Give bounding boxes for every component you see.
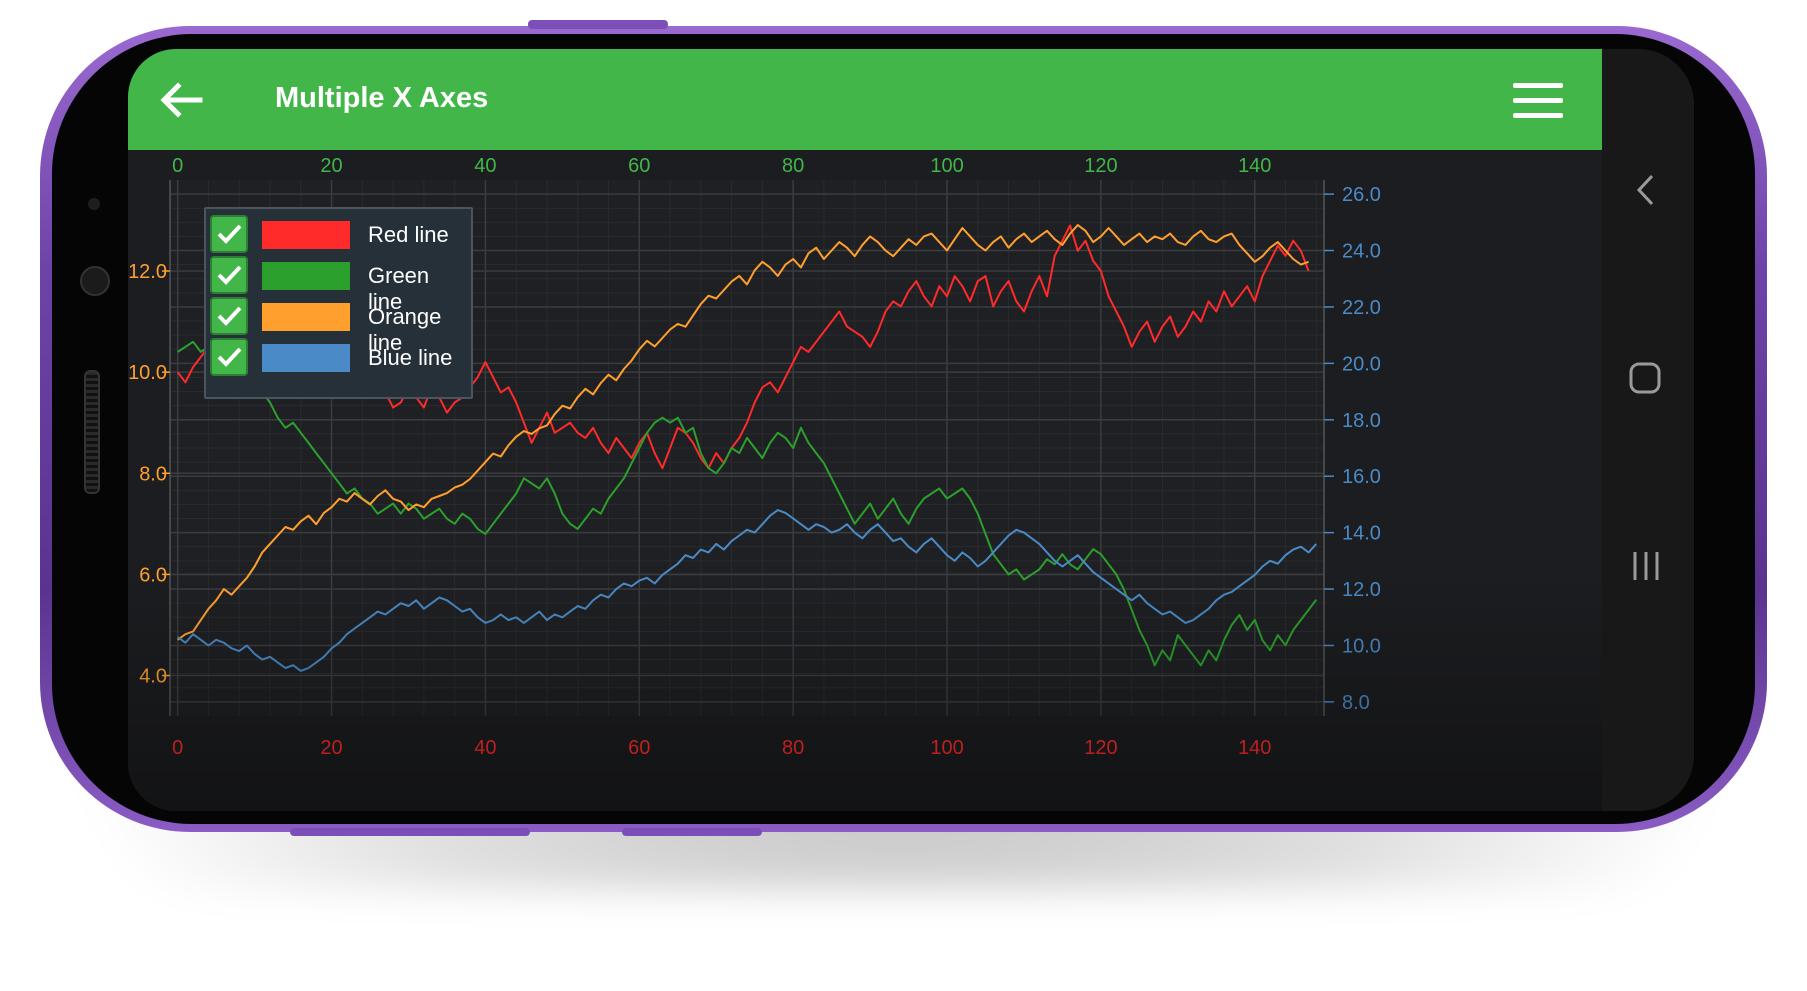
phone-volume-button — [290, 828, 530, 836]
y-right-tick-label: 22.0 — [1342, 297, 1381, 319]
y-right-tick-label: 24.0 — [1342, 241, 1381, 263]
app-bar: Multiple X Axes — [128, 49, 1602, 150]
legend-item[interactable]: Orange line — [210, 295, 465, 355]
legend-swatch — [262, 221, 350, 249]
recent-apps-icon[interactable] — [1630, 549, 1662, 583]
y-right-tick-label: 20.0 — [1342, 353, 1381, 375]
proximity-sensor — [88, 198, 100, 210]
legend-swatch — [262, 262, 350, 290]
x-top-tick-label: 60 — [628, 155, 650, 177]
x-top-tick-label: 100 — [930, 155, 963, 177]
legend-label: Blue line — [368, 345, 453, 370]
y-right-tick-label: 26.0 — [1342, 184, 1381, 206]
checkbox-checked-icon[interactable] — [210, 256, 248, 294]
x-top-tick-label: 120 — [1084, 155, 1117, 177]
checkbox-checked-icon[interactable] — [210, 338, 248, 376]
legend-label: Orange line — [368, 304, 442, 355]
checkbox-checked-icon[interactable] — [210, 215, 248, 253]
chart-legend: Red line Green line Orange line Blue line — [204, 207, 473, 399]
phone-power-button — [622, 828, 762, 836]
y-left-tick-label: 12.0 — [128, 261, 167, 283]
legend-swatch — [262, 303, 350, 331]
page-title: Multiple X Axes — [275, 82, 489, 114]
screen-edge-shade — [128, 570, 1602, 811]
x-top-tick-label: 20 — [320, 155, 342, 177]
hamburger-menu-icon[interactable] — [1510, 81, 1566, 121]
multiple-x-axes-chart[interactable]: 0204060801001201400204060801001201404.06… — [128, 150, 1602, 811]
y-left-tick-label: 8.0 — [139, 463, 167, 485]
y-right-tick-label: 18.0 — [1342, 410, 1381, 432]
y-left-tick-label: 10.0 — [128, 362, 167, 384]
legend-item[interactable]: Blue line — [210, 336, 465, 376]
rounded-square-home-icon[interactable] — [1628, 361, 1662, 395]
checkbox-checked-icon[interactable] — [210, 297, 248, 335]
legend-label: Red line — [368, 222, 449, 247]
legend-label: Green line — [368, 263, 430, 314]
y-right-tick-label: 16.0 — [1342, 466, 1381, 488]
legend-swatch — [262, 344, 350, 372]
legend-item[interactable]: Red line — [210, 213, 465, 253]
arrow-left-icon[interactable] — [156, 75, 206, 125]
chevron-left-icon[interactable] — [1634, 173, 1658, 207]
x-top-tick-label: 0 — [172, 155, 183, 177]
system-nav-bar — [1602, 49, 1694, 811]
phone-side-button-top — [528, 20, 668, 29]
x-top-tick-label: 80 — [782, 155, 804, 177]
x-top-tick-label: 140 — [1238, 155, 1271, 177]
x-top-tick-label: 40 — [474, 155, 496, 177]
front-camera — [80, 266, 110, 296]
phone-screen: 0204060801001201400204060801001201404.06… — [128, 49, 1694, 811]
earpiece-speaker — [84, 370, 100, 494]
legend-item[interactable]: Green line — [210, 254, 465, 314]
y-right-tick-label: 14.0 — [1342, 523, 1381, 545]
series-line — [177, 224, 1309, 641]
